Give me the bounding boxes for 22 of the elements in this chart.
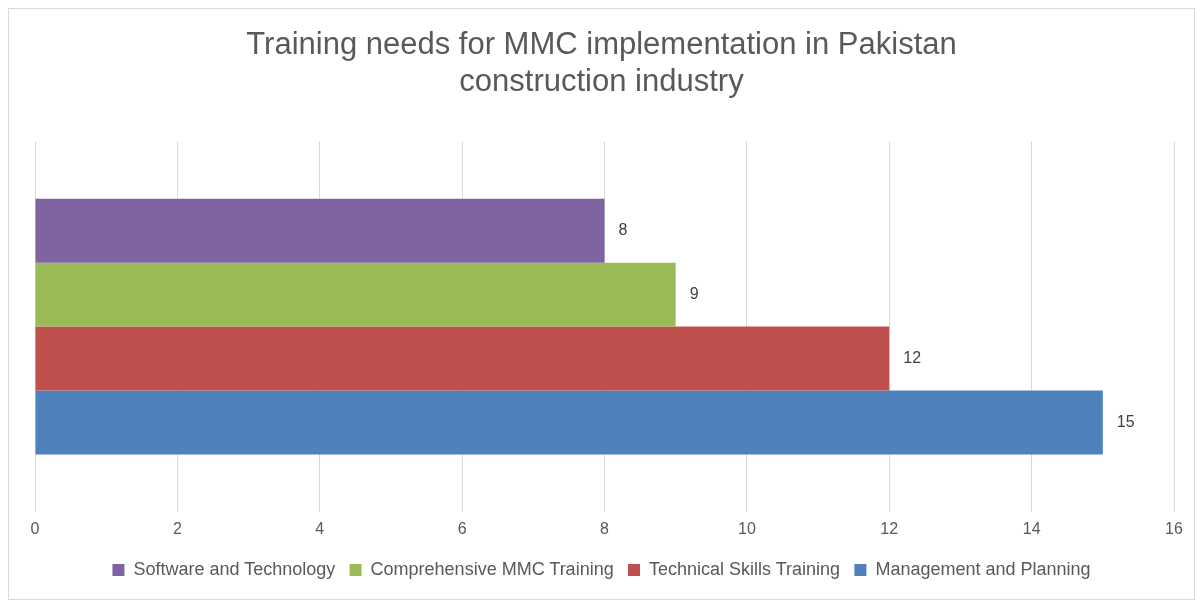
data-label: 15 [1116,412,1135,430]
chart-title: Training needs for MMC implementation in Pakistan construction industry [246,26,957,99]
bar [35,326,890,391]
bar [35,390,1103,455]
bar [35,198,605,263]
x-tick-label: 12 [880,519,899,537]
x-tick-label: 14 [1022,519,1041,537]
x-tick-label: 6 [457,519,467,537]
legend-label: Software and Technology [133,558,336,579]
x-tick-label: 10 [737,519,756,537]
legend-label: Management and Planning [875,558,1091,579]
data-label: 9 [689,285,699,303]
data-label: 8 [618,221,628,239]
legend-label: Technical Skills Training [648,558,841,579]
x-tick-label: 8 [600,519,610,537]
x-tick-label: 0 [30,519,40,537]
bar [35,262,676,327]
x-tick-label: 2 [172,519,182,537]
data-label: 12 [903,348,922,366]
x-tick-label: 16 [1165,519,1183,537]
x-tick-label: 4 [315,519,325,537]
legend-label: Comprehensive MMC Training [370,558,614,579]
